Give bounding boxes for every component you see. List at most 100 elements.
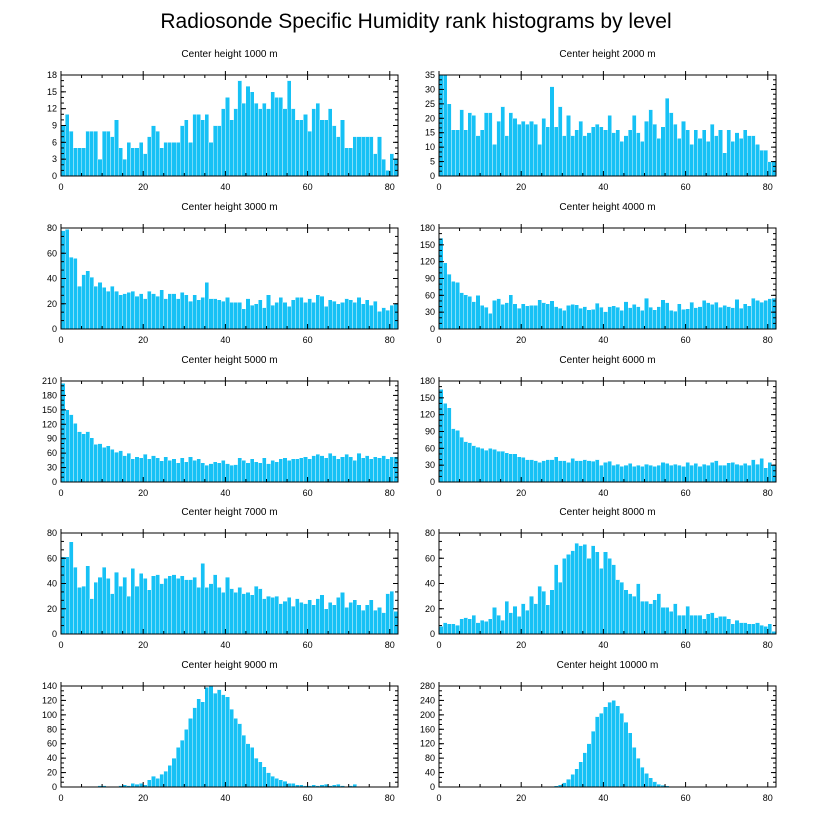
histogram-bar [134,585,140,635]
histogram-bar [274,97,280,177]
histogram-bar [553,456,559,483]
histogram-bar [303,456,308,483]
histogram-bar [710,123,715,177]
histogram-bar [644,463,649,483]
histogram-bar [282,457,288,483]
histogram-bar [89,277,95,330]
histogram-bar [138,573,144,635]
histogram-bar [106,578,111,635]
histogram-bar [196,458,201,483]
histogram-bar [496,450,501,483]
histogram-bar [369,304,374,330]
histogram-bar [348,299,353,330]
histogram-bar [237,302,243,330]
panel-title: Center height 8000 m [559,507,655,518]
histogram-bar [286,80,292,177]
histogram-bar [492,300,497,330]
histogram-bar [278,97,284,177]
panel-title: Center height 6000 m [559,355,655,366]
x-tick-label: 20 [516,793,526,803]
histogram-bar [69,256,74,330]
y-tick-label: 180 [42,390,57,400]
histogram-bar [258,108,263,177]
histogram-bar [467,442,473,483]
histogram-bar [340,302,345,330]
histogram-bar [175,462,181,483]
y-tick-label: 120 [42,695,57,705]
histogram-bar [208,142,214,177]
histogram-bar [393,303,399,330]
histogram-bar [229,588,234,635]
histogram-bar [636,132,641,177]
histogram-bar [455,282,460,330]
histogram-bar [332,604,337,635]
histogram-bar [381,307,386,330]
histogram-bar [233,108,238,177]
plot-frame [60,380,399,483]
histogram-bar [179,292,185,330]
histogram-bar [290,108,296,177]
histogram-bar [578,308,584,330]
histogram-bar [615,463,621,483]
histogram-bar [229,302,234,330]
histogram-bar [619,712,625,788]
histogram-bar [348,602,353,635]
histogram-bar [603,706,608,788]
histogram-bar [373,609,378,635]
histogram-bar [323,457,329,483]
histogram-bar [290,458,296,483]
histogram-bar [323,608,329,635]
histogram-bar [574,542,579,635]
x-tick-label: 20 [138,182,148,192]
histogram-bar [451,129,456,177]
histogram-bar [385,170,390,177]
histogram-bar [344,453,349,483]
histogram-bar [471,301,477,330]
histogram-bar [599,464,604,483]
histogram-bar [603,462,608,483]
histogram-bar [299,119,304,177]
histogram-bar [471,115,477,177]
histogram-bar [442,74,448,177]
y-tick-label: 150 [420,240,435,250]
histogram-bar [574,768,579,788]
histogram-bar [541,302,547,330]
histogram-bar [438,237,444,330]
histogram-bar [722,152,727,177]
histogram-bar [93,444,99,483]
histogram-bar [196,698,201,788]
histogram-bar [722,464,727,483]
histogram-bar [578,761,584,788]
x-tick-label: 20 [138,793,148,803]
y-tick-label: 15 [425,128,435,138]
histogram-panel: Center height 4000 m 0 20 40 60 80 0 30 60 90 120 1… [420,202,777,345]
y-tick-label: 30 [425,460,435,470]
histogram-bar [710,304,715,330]
x-tick-label: 0 [58,640,63,650]
histogram-panel: Center height 7000 m 0 20 40 60 80 0 20 40 60 80 [47,507,399,650]
x-tick-label: 0 [436,335,441,345]
histogram-bar [262,457,267,483]
histogram-bar [504,452,510,483]
histogram-bar [701,463,707,483]
histogram-bar [471,614,477,635]
histogram-bar [192,294,197,330]
histogram-bar [216,462,222,483]
histogram-bar [110,449,115,483]
histogram-bar [245,462,251,483]
histogram-bar [627,307,633,330]
y-tick-label: 30 [47,463,57,473]
histogram-bar [640,141,645,177]
histogram-bar [508,612,514,635]
histogram-bar [500,304,505,330]
y-tick-label: 280 [420,681,435,691]
x-tick-label: 60 [681,640,691,650]
histogram-bar [755,300,760,330]
histogram-bar [636,464,641,483]
histogram-bar [648,109,653,177]
histogram-bar [208,298,214,330]
histogram-bar [101,447,107,483]
histogram-bar [184,119,189,177]
y-tick-label: 200 [420,710,435,720]
y-tick-label: 12 [47,104,57,114]
